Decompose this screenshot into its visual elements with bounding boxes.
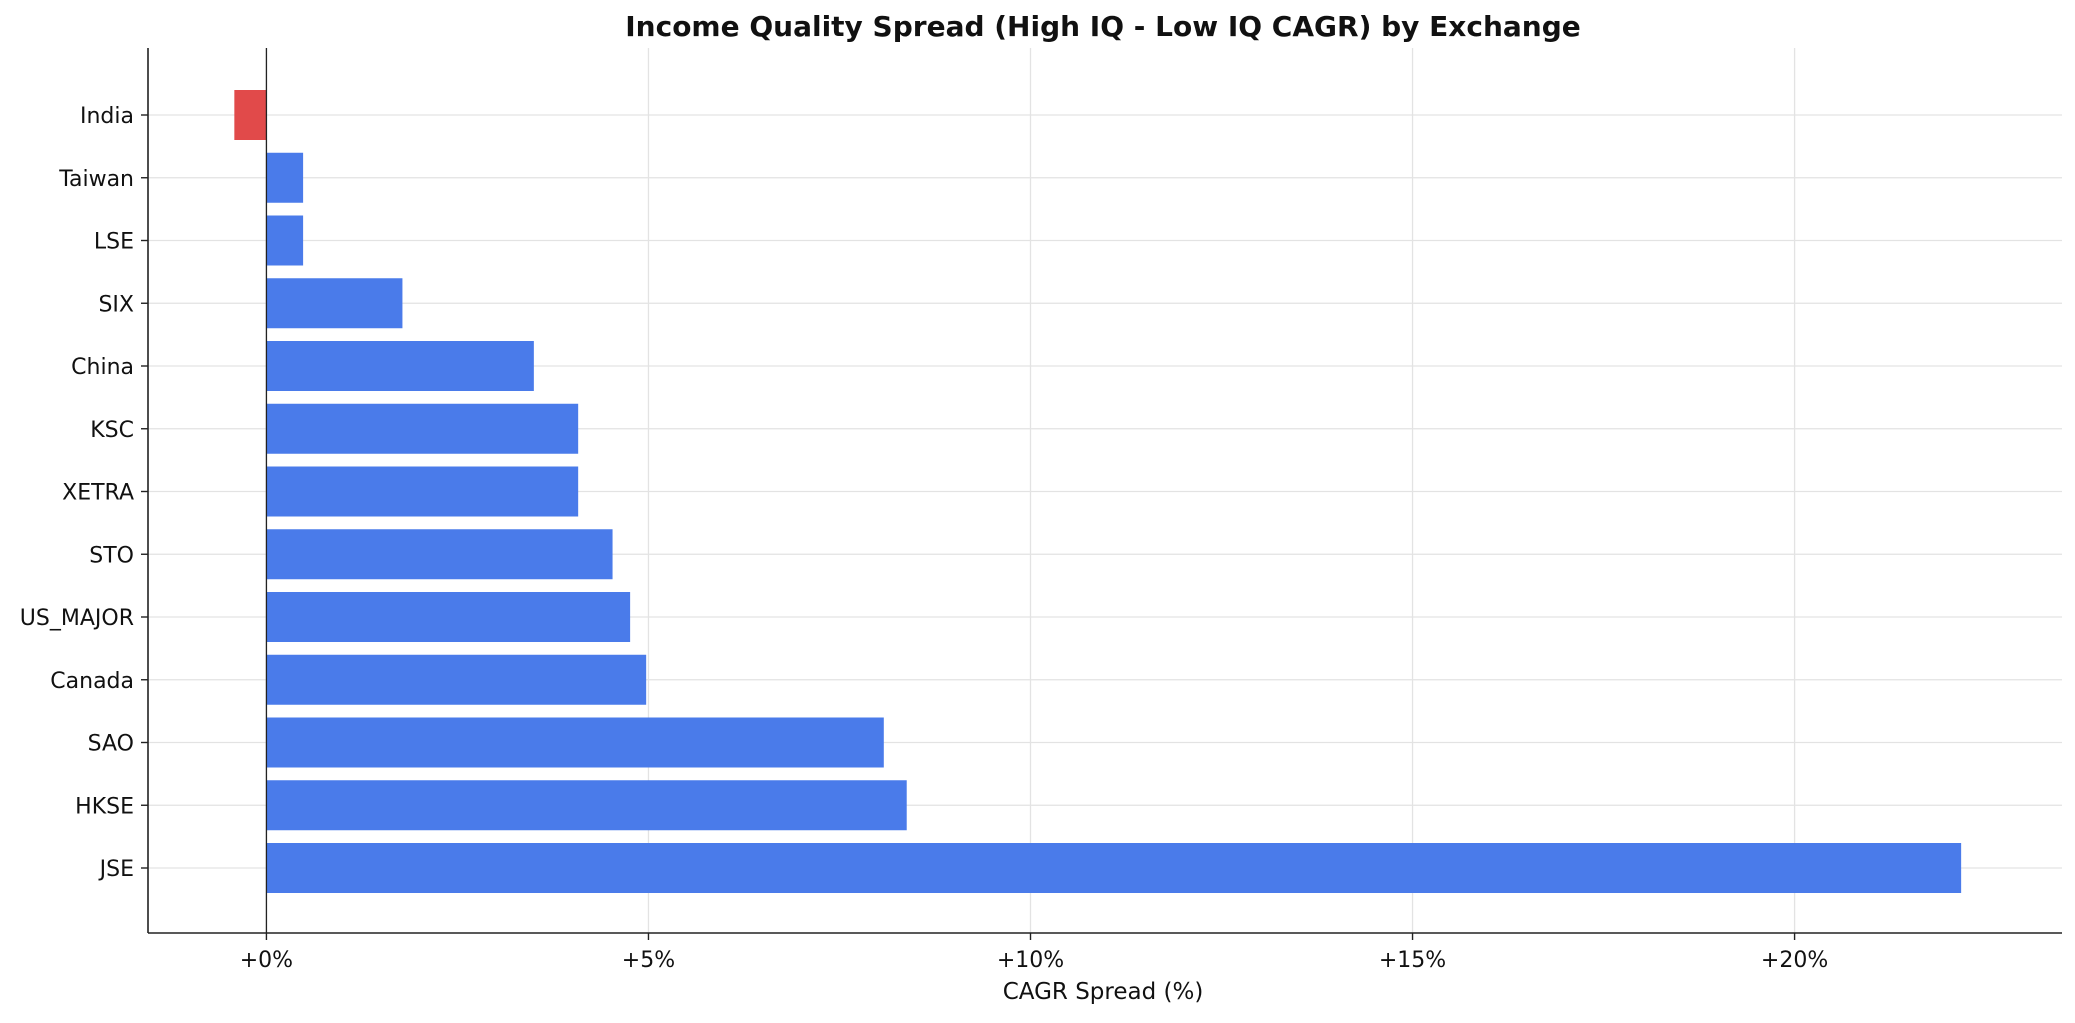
- x-tick-label: +5%: [622, 948, 675, 973]
- y-tick-label: China: [71, 355, 134, 380]
- y-tick-label: LSE: [94, 230, 134, 255]
- x-tick-label: +15%: [1379, 948, 1446, 973]
- bar-india: [234, 90, 267, 140]
- x-tick-label: +0%: [240, 948, 293, 973]
- y-tick-label: HKSE: [75, 794, 134, 819]
- y-tick-label: US_MAJOR: [20, 606, 134, 631]
- bar-lse: [266, 215, 304, 266]
- y-ticks: India Taiwan LSE SIX China KSC XETRA STO US_MAJO…: [20, 104, 148, 882]
- bar-ksc: [266, 403, 579, 454]
- bar-china: [266, 341, 534, 391]
- bar-jse: [266, 843, 1962, 893]
- y-tick-label: STO: [89, 543, 134, 568]
- y-tick-label: SIX: [98, 292, 134, 317]
- bar-six: [266, 278, 403, 329]
- x-ticks: +0% +5% +10% +15% +20%: [240, 933, 1828, 973]
- y-tick-label: India: [80, 104, 134, 129]
- x-tick-label: +20%: [1761, 948, 1828, 973]
- bar-us-major: [266, 592, 631, 642]
- y-tick-label: SAO: [88, 732, 134, 757]
- y-tick-label: JSE: [98, 857, 134, 882]
- y-tick-label: KSC: [90, 418, 134, 443]
- y-tick-label: Canada: [50, 669, 134, 694]
- x-tick-label: +10%: [997, 948, 1064, 973]
- chart-title: Income Quality Spread (High IQ - Low IQ …: [625, 10, 1581, 43]
- bar-taiwan: [266, 152, 304, 203]
- bar-sto: [266, 529, 613, 580]
- y-tick-label: Taiwan: [58, 167, 134, 192]
- bar-hkse: [266, 780, 907, 831]
- bar-xetra: [266, 466, 579, 517]
- bars: [234, 90, 1962, 893]
- x-axis-label: CAGR Spread (%): [1003, 979, 1204, 1005]
- axes: [147, 48, 2062, 934]
- bar-sao: [266, 717, 884, 768]
- y-tick-label: XETRA: [62, 481, 134, 506]
- bar-canada: [266, 654, 647, 705]
